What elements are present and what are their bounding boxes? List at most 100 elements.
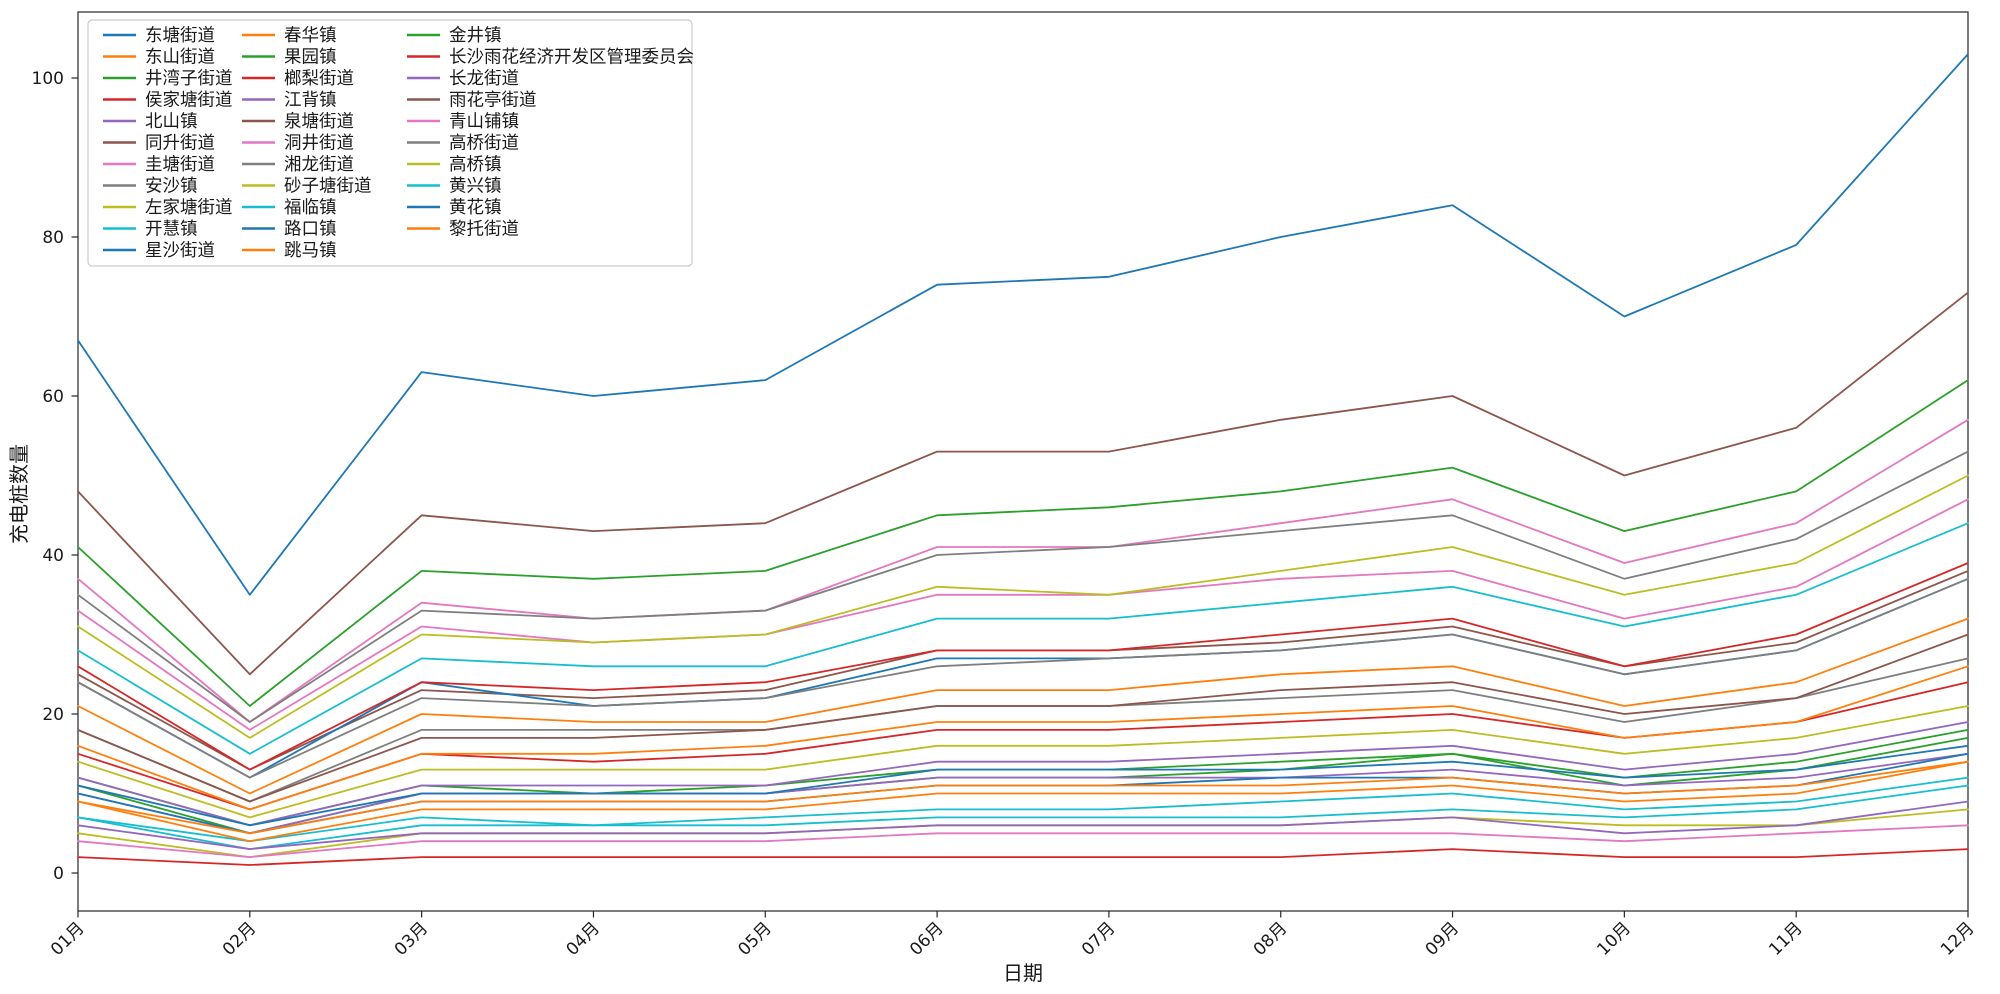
legend-item: 跳马镇 bbox=[242, 241, 337, 261]
series-line-24 bbox=[77, 800, 1969, 850]
legend-item: 井湾子街道 bbox=[103, 69, 233, 89]
legend-label: 星沙街道 bbox=[145, 241, 215, 261]
legend-label: 湘龙街道 bbox=[284, 155, 354, 175]
legend-label: 井湾子街道 bbox=[145, 69, 233, 89]
legend-item: 同升街道 bbox=[103, 134, 215, 154]
legend-item: 福临镇 bbox=[242, 198, 337, 218]
series-line-22 bbox=[77, 379, 1969, 707]
legend-item: 黄兴镇 bbox=[407, 177, 502, 197]
legend-label: 黄兴镇 bbox=[449, 177, 502, 197]
x-tick-label: 08月 bbox=[1250, 918, 1291, 959]
x-tick-label: 06月 bbox=[906, 918, 947, 959]
legend-label: 安沙镇 bbox=[145, 177, 198, 197]
y-tick-label: 0 bbox=[53, 864, 64, 884]
legend-label: 路口镇 bbox=[284, 220, 337, 240]
series-lines bbox=[77, 53, 1969, 866]
axis-ticks: 0 20 40 60 80 100 01月 02月 03月 04月 05月 06月 07月 08月 09月 1… bbox=[32, 69, 1979, 960]
series-line-1 bbox=[77, 617, 1969, 795]
legend-item: 泉塘街道 bbox=[242, 112, 354, 132]
x-tick-label: 12月 bbox=[1937, 918, 1978, 959]
series-line-19 bbox=[77, 776, 1969, 843]
series-line-27 bbox=[77, 450, 1969, 723]
legend-item: 果园镇 bbox=[242, 48, 337, 68]
legend-item: 高桥镇 bbox=[407, 155, 502, 175]
legend-item: 东塘街道 bbox=[103, 26, 215, 46]
series-line-9 bbox=[77, 784, 1969, 850]
legend-item: 青山铺镇 bbox=[407, 112, 519, 132]
legend-item: 黎托街道 bbox=[407, 220, 519, 240]
y-tick-label: 20 bbox=[42, 705, 64, 725]
legend-item: 春华镇 bbox=[242, 26, 337, 46]
legend-item: 黄花镇 bbox=[407, 198, 502, 218]
legend-item: 安沙镇 bbox=[103, 177, 198, 197]
y-tick-label: 60 bbox=[42, 387, 64, 407]
legend-label: 榔梨街道 bbox=[284, 69, 354, 89]
legend-label: 长沙雨花经济开发区管理委员会 bbox=[449, 48, 694, 68]
legend-item: 开慧镇 bbox=[103, 220, 198, 240]
y-tick-label: 100 bbox=[32, 69, 64, 89]
legend-label: 青山铺镇 bbox=[449, 112, 519, 132]
series-line-28 bbox=[77, 474, 1969, 739]
x-tick-label: 09月 bbox=[1422, 918, 1463, 959]
legend-item: 长沙雨花经济开发区管理委员会 bbox=[407, 48, 694, 68]
legend-label: 洞井街道 bbox=[284, 134, 354, 154]
legend-label: 高桥镇 bbox=[449, 155, 502, 175]
legend-item: 湘龙街道 bbox=[242, 155, 354, 175]
legend-item: 砂子塘街道 bbox=[242, 177, 372, 197]
series-line-17 bbox=[77, 577, 1969, 779]
legend-label: 福临镇 bbox=[284, 198, 337, 218]
x-tick-label: 07月 bbox=[1078, 918, 1119, 959]
y-tick-label: 40 bbox=[42, 546, 64, 566]
legend-label: 跳马镇 bbox=[284, 241, 337, 261]
legend-label: 高桥街道 bbox=[449, 134, 519, 154]
legend-label: 侯家塘街道 bbox=[145, 91, 233, 111]
x-tick-label: 02月 bbox=[219, 918, 260, 959]
legend-item: 北山镇 bbox=[103, 112, 198, 132]
legend-item: 榔梨街道 bbox=[242, 69, 354, 89]
legend-label: 东山街道 bbox=[145, 48, 215, 68]
x-tick-label: 10月 bbox=[1593, 918, 1634, 959]
legend-item: 侯家塘街道 bbox=[103, 91, 233, 111]
series-line-18 bbox=[77, 705, 1969, 819]
legend-label: 长龙街道 bbox=[449, 69, 519, 89]
x-tick-label: 04月 bbox=[563, 918, 604, 959]
legend-label: 开慧镇 bbox=[145, 220, 198, 240]
legend-label: 泉塘街道 bbox=[284, 112, 354, 132]
legend-label: 砂子塘街道 bbox=[284, 177, 372, 197]
series-line-23 bbox=[77, 848, 1969, 866]
legend-item: 东山街道 bbox=[103, 48, 215, 68]
y-tick-label: 80 bbox=[42, 228, 64, 248]
x-tick-label: 05月 bbox=[734, 918, 775, 959]
legend-item: 雨花亭街道 bbox=[407, 91, 537, 111]
series-line-30 bbox=[77, 744, 1969, 827]
series-line-13 bbox=[77, 562, 1969, 771]
legend-item: 左家塘街道 bbox=[103, 198, 233, 218]
series-line-26 bbox=[77, 418, 1969, 723]
series-line-4 bbox=[77, 721, 1969, 827]
series-line-16 bbox=[77, 824, 1969, 858]
series-line-25 bbox=[77, 291, 1969, 676]
legend-item: 高桥街道 bbox=[407, 134, 519, 154]
legend: 东塘街道东山街道井湾子街道侯家塘街道北山镇同升街道圭塘街道安沙镇左家塘街道开慧镇… bbox=[87, 19, 694, 267]
legend-item: 路口镇 bbox=[242, 220, 337, 240]
legend-label: 雨花亭街道 bbox=[449, 91, 537, 111]
legend-label: 黄花镇 bbox=[449, 198, 502, 218]
legend-label: 果园镇 bbox=[284, 48, 337, 68]
legend-item: 长龙街道 bbox=[407, 69, 519, 89]
series-line-6 bbox=[77, 498, 1969, 731]
series-line-29 bbox=[77, 522, 1969, 755]
legend-box bbox=[87, 19, 693, 267]
legend-item: 星沙街道 bbox=[103, 241, 215, 261]
series-line-14 bbox=[77, 752, 1969, 835]
legend-label: 春华镇 bbox=[284, 26, 337, 46]
legend-item: 圭塘街道 bbox=[103, 155, 215, 175]
legend-label: 北山镇 bbox=[145, 112, 198, 132]
series-line-31 bbox=[77, 760, 1969, 843]
legend-item: 洞井街道 bbox=[242, 134, 354, 154]
x-tick-label: 11月 bbox=[1765, 918, 1806, 959]
x-tick-label: 03月 bbox=[391, 918, 432, 959]
legend-label: 圭塘街道 bbox=[145, 155, 215, 175]
series-line-11 bbox=[77, 665, 1969, 811]
